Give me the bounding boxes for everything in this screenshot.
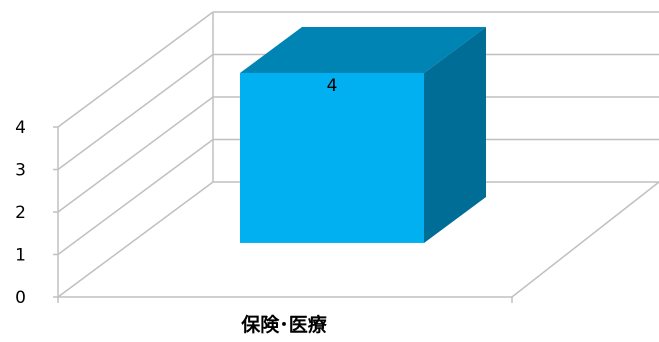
y-tick-labels: 0 1 2 3 4: [15, 118, 26, 308]
bar-front: [240, 72, 424, 243]
axes: [53, 126, 513, 303]
x-tick-label: 保険･医療: [240, 313, 328, 336]
gridline-diagonal: [57, 138, 214, 256]
x-tick-labels: 保険･医療: [240, 313, 328, 336]
bar-0: [240, 26, 486, 243]
data-labels: 4: [327, 76, 338, 96]
gridline-diagonal: [57, 96, 214, 213]
bar-top: [240, 26, 486, 73]
bar-side: [424, 26, 486, 243]
gridline-diagonal: [57, 181, 214, 298]
y-tick-label: 2: [15, 203, 26, 223]
floor-right-edge: [511, 181, 659, 298]
y-tick-label: 0: [15, 288, 26, 308]
y-tick-label: 1: [15, 246, 26, 266]
y-tick-label: 4: [15, 118, 26, 138]
gridline-diagonal: [57, 53, 214, 171]
y-tick-label: 3: [15, 161, 26, 181]
gridline-diagonal: [57, 11, 214, 128]
bars: [240, 26, 486, 243]
data-label: 4: [327, 76, 338, 96]
